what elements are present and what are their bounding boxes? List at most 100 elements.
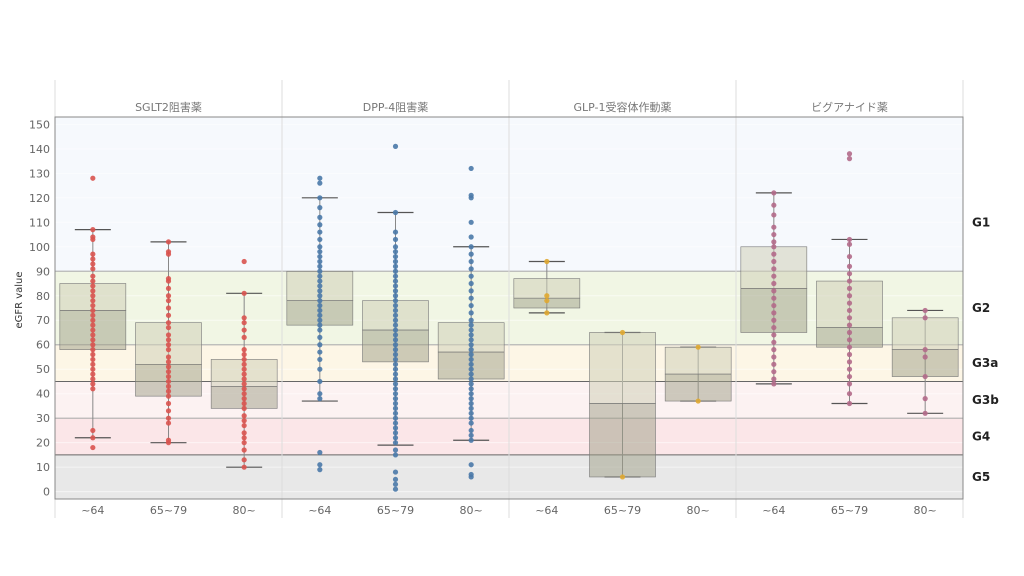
data-point (317, 229, 323, 235)
data-point (468, 437, 474, 443)
data-point (846, 156, 853, 162)
data-point (846, 293, 853, 299)
data-point (846, 351, 853, 358)
data-point (317, 327, 323, 333)
box-upper-half (891, 317, 959, 350)
data-point (392, 420, 399, 426)
data-point (165, 373, 172, 380)
data-point (392, 288, 399, 294)
data-point (90, 293, 96, 299)
data-point (241, 430, 247, 436)
data-point (468, 337, 474, 343)
y-tick-label: 140 (29, 143, 50, 156)
data-point (165, 285, 172, 292)
data-point (392, 268, 399, 274)
data-point (317, 249, 323, 255)
data-point (392, 351, 399, 358)
data-point (544, 258, 550, 265)
x-tick-label: 65~79 (604, 504, 641, 517)
data-point (241, 334, 247, 340)
data-point (392, 253, 399, 260)
data-point (392, 312, 399, 318)
data-point (317, 302, 323, 309)
data-point (90, 327, 96, 333)
stage-label-g2: G2 (972, 301, 990, 315)
data-point (468, 371, 474, 377)
axes: 0 10 20 30 40 50 60 70 80 90 100 110 120 130 140 150 ~64… (29, 116, 964, 517)
data-point (241, 376, 247, 382)
data-point (317, 236, 323, 243)
data-point (165, 364, 172, 370)
data-point (241, 315, 247, 321)
data-point (846, 337, 853, 343)
data-point (468, 234, 474, 240)
data-point (468, 432, 474, 438)
data-point (392, 405, 399, 411)
data-point (392, 244, 399, 250)
data-point (317, 288, 323, 294)
x-tick-label: 65~79 (150, 504, 187, 517)
data-point (392, 307, 399, 314)
y-axis-label: eGFR value (14, 271, 25, 328)
data-point (90, 307, 96, 314)
stage-label-g1: G1 (972, 215, 990, 229)
data-point (922, 347, 928, 353)
data-point (392, 356, 399, 363)
data-point (619, 329, 626, 336)
y-tick-label: 130 (29, 167, 50, 180)
data-point (165, 298, 172, 304)
data-point (468, 258, 474, 265)
data-point (241, 418, 247, 424)
data-point (90, 302, 96, 309)
data-point (90, 444, 96, 451)
stage-label-g3a: G3a (972, 356, 998, 370)
data-point (392, 332, 399, 338)
data-point (165, 369, 172, 375)
data-point (468, 376, 474, 382)
plot-frame (54, 116, 964, 500)
data-point (165, 342, 172, 348)
data-point (165, 278, 172, 284)
data-point (317, 391, 323, 397)
data-point (392, 447, 399, 453)
data-point (241, 422, 247, 429)
data-point (317, 378, 323, 385)
data-point (90, 342, 96, 348)
data-point (241, 371, 247, 377)
panel-title: GLP-1受容体作動薬 (573, 100, 671, 114)
data-point (771, 347, 777, 353)
y-tick-label: 100 (29, 241, 50, 254)
data-point (165, 347, 172, 353)
data-point (90, 376, 96, 382)
data-point (392, 302, 399, 309)
data-point (317, 307, 323, 314)
data-point (922, 307, 928, 314)
data-point (846, 366, 853, 372)
data-point (90, 251, 96, 257)
data-point (392, 376, 399, 382)
data-point (165, 400, 172, 407)
data-point (392, 440, 399, 446)
data-point (317, 467, 323, 473)
data-point (392, 361, 399, 367)
data-point (317, 180, 323, 186)
data-point (468, 244, 474, 250)
data-point (846, 391, 853, 397)
data-point (317, 317, 323, 323)
data-point (392, 263, 399, 269)
x-tick-label: ~64 (81, 504, 104, 517)
data-point (846, 359, 853, 365)
data-point (317, 342, 323, 348)
data-point (846, 400, 853, 407)
data-point (771, 224, 777, 230)
data-point (392, 342, 399, 348)
y-tick-label: 90 (36, 265, 50, 278)
data-point (771, 339, 777, 345)
data-point (241, 258, 247, 265)
y-tick-label: 10 (36, 461, 50, 474)
data-point (241, 347, 247, 353)
data-point (771, 202, 777, 208)
x-tick-label: ~64 (762, 504, 785, 517)
data-point (771, 273, 777, 279)
data-point (771, 376, 777, 382)
